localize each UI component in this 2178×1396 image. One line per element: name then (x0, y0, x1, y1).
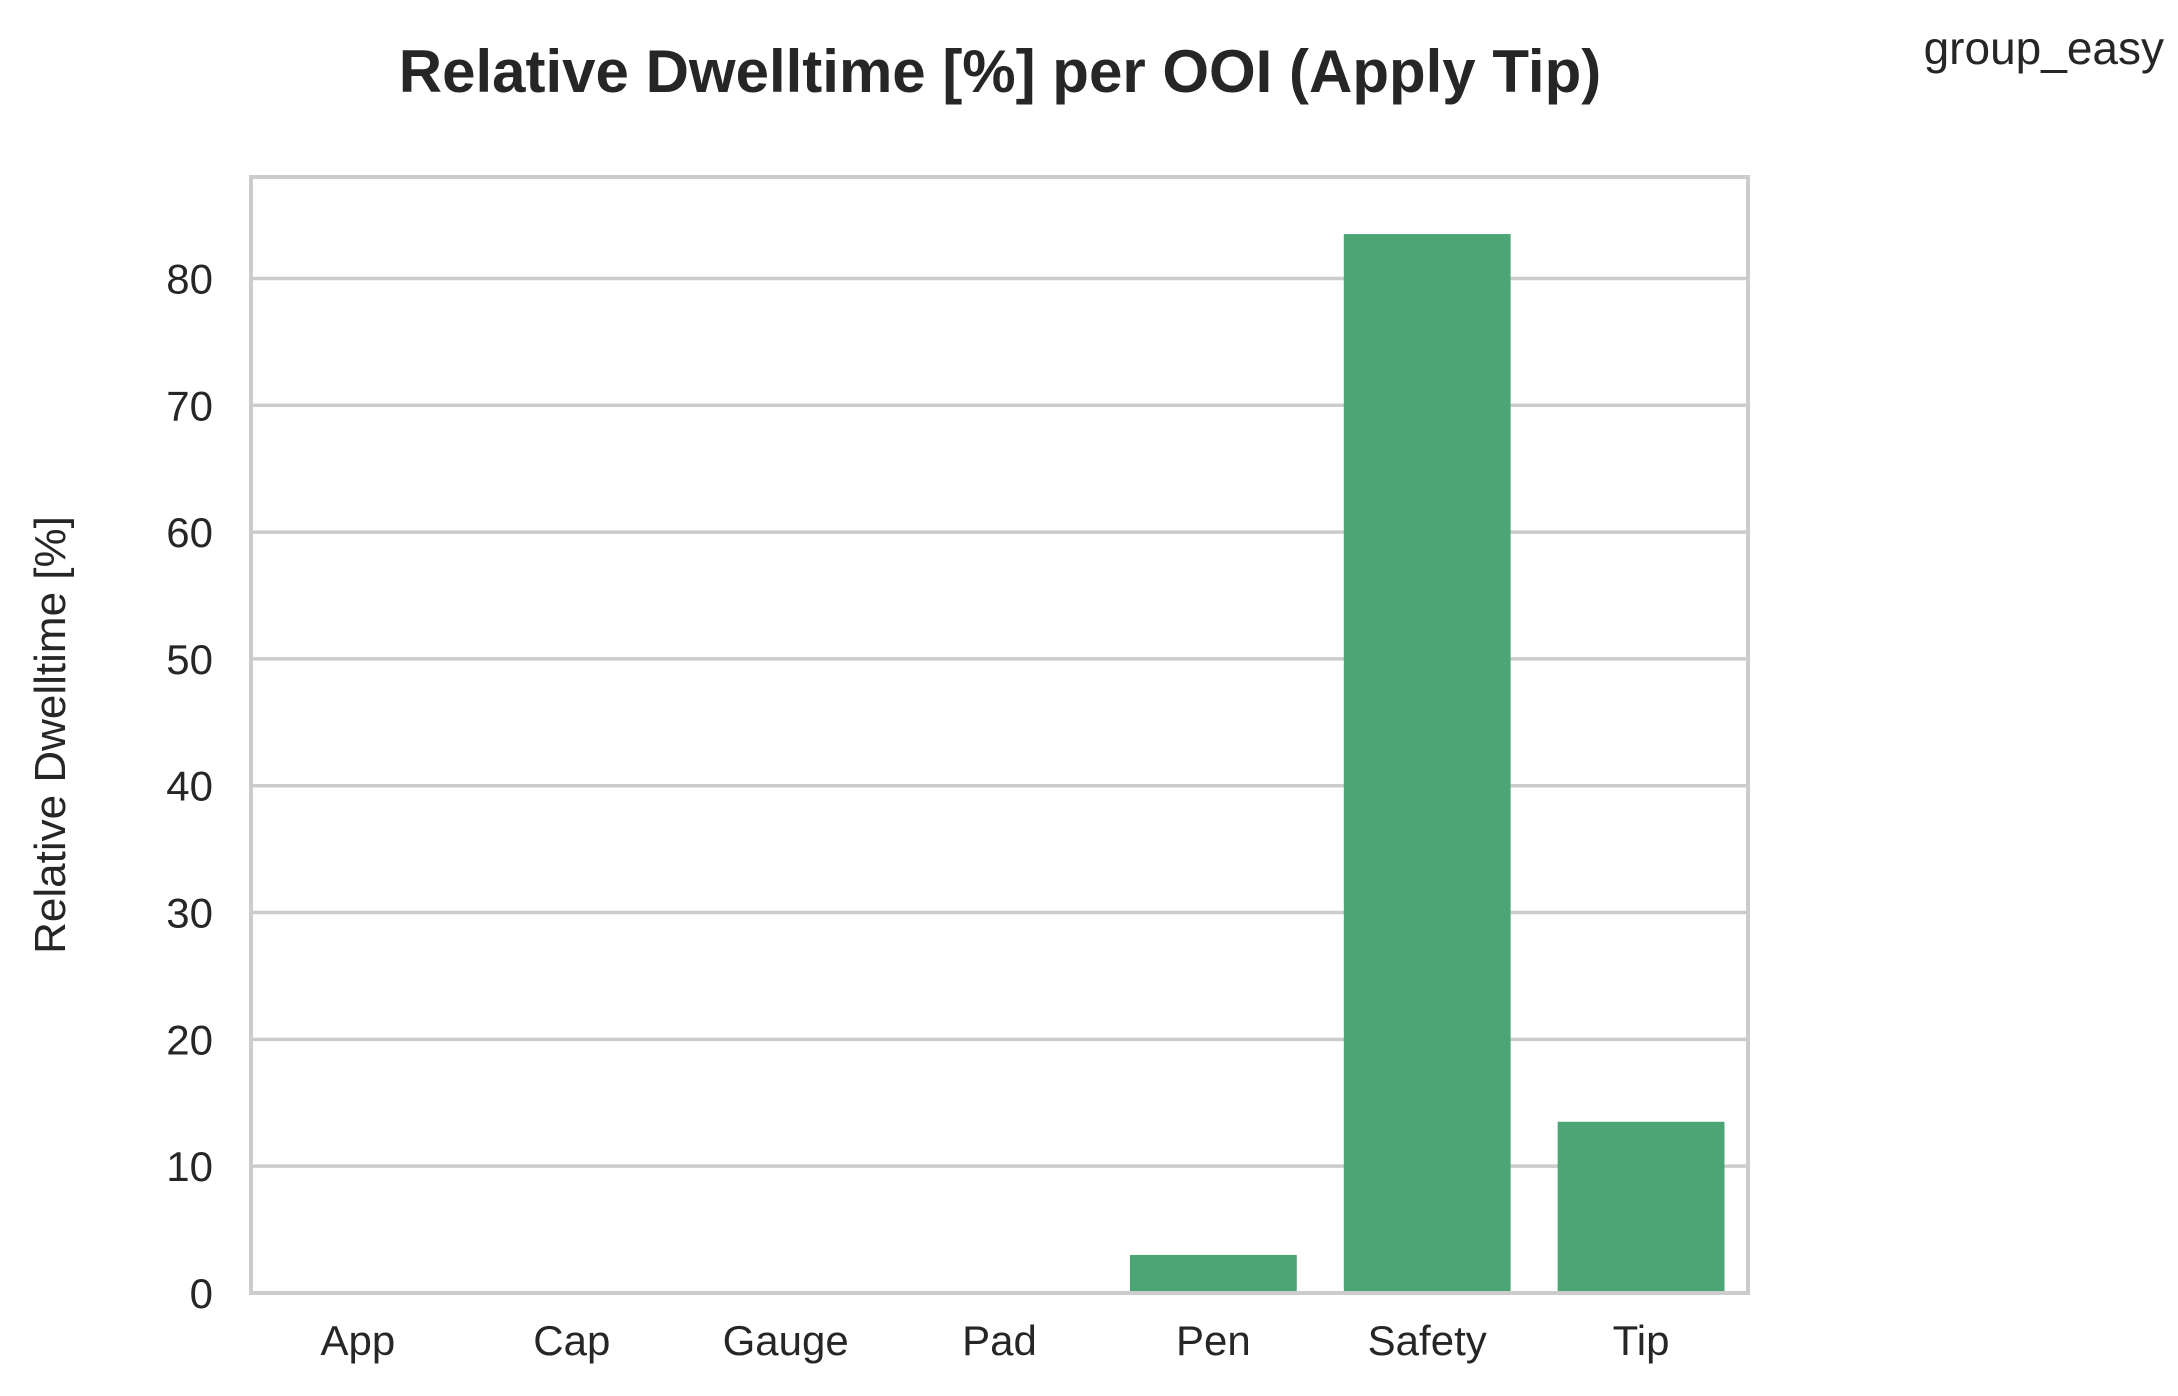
x-tick-label-gauge: Gauge (723, 1317, 849, 1364)
y-tick-label: 80 (166, 255, 213, 302)
legend-label: group_easy (1924, 22, 2164, 74)
y-tick-label: 50 (166, 636, 213, 683)
bar-tip (1557, 1121, 1725, 1293)
y-tick-label: 40 (166, 763, 213, 810)
x-tick-label-pad: Pad (962, 1317, 1037, 1364)
y-tick-label: 0 (190, 1270, 213, 1317)
bars (1129, 234, 1725, 1294)
y-tick-label: 10 (166, 1143, 213, 1190)
x-tick-label-pen: Pen (1176, 1317, 1251, 1364)
x-tick-label-app: App (321, 1317, 396, 1364)
plot-frame (249, 175, 1750, 1295)
y-tick-label: 30 (166, 890, 213, 937)
bar-pen (1129, 1254, 1297, 1293)
y-axis-label: Relative Dwelltime [%] (26, 516, 75, 954)
y-tick-labels: 0 10 20 30 40 50 60 70 80 (166, 255, 213, 1317)
x-tick-label-tip: Tip (1613, 1317, 1670, 1364)
bar-safety (1343, 234, 1511, 1294)
chart-title: Relative Dwelltime [%] per OOI (Apply Ti… (399, 38, 1601, 105)
x-tick-label-cap: Cap (533, 1317, 610, 1364)
y-tick-label: 20 (166, 1016, 213, 1063)
grid-lines (251, 276, 1748, 1168)
x-tick-labels: App Cap Gauge Pad Pen Safety Tip (321, 1317, 1670, 1364)
y-tick-label: 70 (166, 382, 213, 429)
y-tick-label: 60 (166, 509, 213, 556)
x-tick-label-safety: Safety (1368, 1317, 1487, 1364)
